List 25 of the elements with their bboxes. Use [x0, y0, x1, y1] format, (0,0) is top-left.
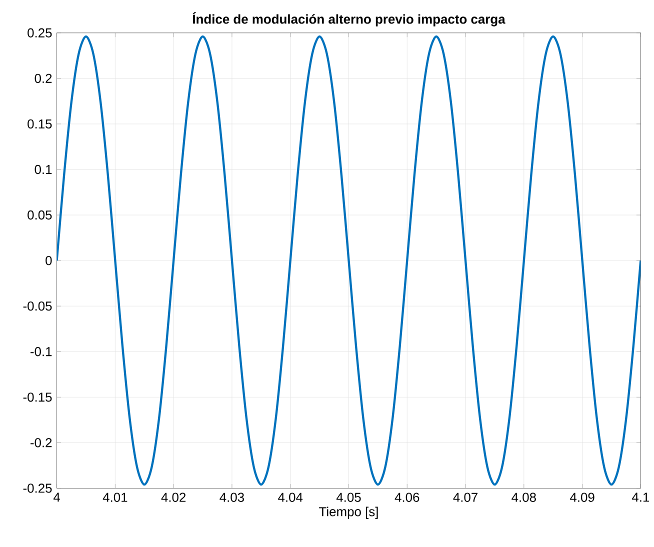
x-tick-label: 4.06 — [394, 492, 420, 502]
y-tick-label: -0.25 — [23, 484, 52, 493]
y-tick-label: 0.05 — [28, 210, 52, 220]
x-tick-label: 4.02 — [161, 492, 186, 502]
line-series — [56, 35, 641, 486]
x-tick-label: 4.07 — [453, 492, 478, 502]
chart-title: Índice de modulación alterno previo impacto carga — [192, 12, 506, 26]
x-tick-label: 4.09 — [570, 492, 594, 502]
y-tick-label: 0 — [46, 256, 52, 266]
y-tick-label: 0.25 — [28, 28, 52, 38]
x-tick-label: 4.03 — [220, 492, 244, 502]
x-tick-label: 4.01 — [102, 492, 128, 502]
y-tick-label: 0.15 — [28, 119, 52, 129]
x-axis-title: Tiempo [s] — [319, 506, 378, 519]
x-tick-label: 4.08 — [512, 492, 536, 502]
y-tick-label: -0.05 — [23, 302, 52, 311]
x-tick-label: 4 — [53, 492, 60, 502]
y-tick-label: -0.2 — [30, 438, 52, 448]
y-tick-label: 0.2 — [34, 74, 52, 83]
y-tick-label: -0.15 — [23, 392, 52, 402]
y-tick-label: -0.1 — [30, 347, 52, 356]
y-tick-label: 0.1 — [34, 164, 52, 174]
x-tick-label: 4.05 — [336, 492, 361, 502]
x-tick-label: 4.04 — [278, 492, 303, 502]
x-tick-label: 4.1 — [632, 492, 650, 502]
